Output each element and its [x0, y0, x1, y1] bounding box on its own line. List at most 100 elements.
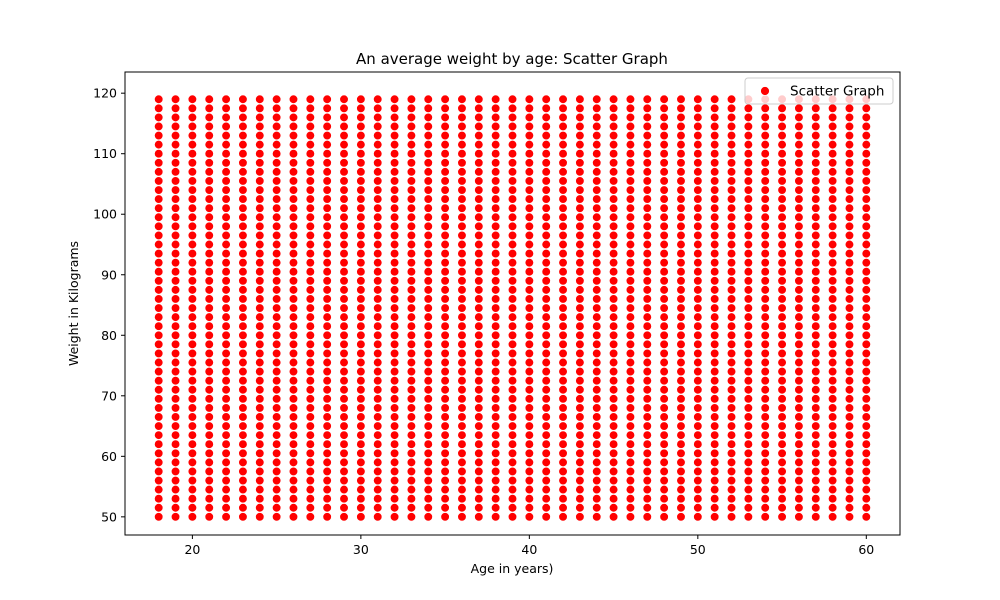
- data-point: [827, 267, 838, 277]
- data-point: [794, 176, 804, 186]
- data-point: [693, 475, 703, 486]
- data-point: [811, 239, 821, 250]
- data-point: [170, 294, 181, 304]
- data-point: [777, 376, 787, 386]
- data-point: [794, 267, 804, 277]
- data-point: [777, 158, 787, 168]
- data-point: [423, 139, 433, 150]
- data-point: [204, 457, 214, 468]
- data-point: [322, 276, 332, 286]
- data-point: [406, 103, 417, 113]
- data-point: [760, 212, 770, 222]
- data-point: [204, 258, 214, 268]
- data-point: [440, 421, 450, 431]
- data-point: [592, 221, 602, 231]
- data-point: [592, 276, 602, 286]
- data-point: [676, 357, 686, 368]
- data-point: [592, 176, 602, 186]
- data-point: [659, 448, 669, 458]
- data-point: [271, 412, 282, 422]
- data-point: [389, 212, 400, 222]
- data-point: [507, 312, 518, 322]
- data-point: [861, 303, 871, 313]
- data-point: [373, 276, 383, 286]
- data-point: [457, 258, 467, 268]
- data-point: [608, 112, 619, 123]
- data-point: [271, 303, 282, 313]
- data-point: [187, 149, 198, 159]
- data-point: [204, 484, 214, 495]
- data-point: [457, 385, 467, 395]
- data-point: [676, 239, 686, 250]
- data-point: [356, 439, 366, 449]
- data-point: [524, 294, 534, 304]
- data-point: [356, 466, 366, 477]
- data-point: [389, 403, 400, 413]
- data-point: [743, 158, 754, 168]
- data-point: [541, 484, 551, 495]
- data-point: [827, 221, 838, 231]
- data-point: [592, 376, 602, 386]
- y-tick-label: 50: [101, 509, 117, 524]
- data-point: [154, 385, 164, 395]
- data-point: [406, 230, 417, 241]
- data-point: [827, 230, 838, 241]
- data-point: [322, 176, 332, 186]
- data-point: [844, 149, 855, 159]
- data-point: [558, 230, 568, 241]
- data-point: [288, 466, 299, 477]
- data-point: [423, 212, 433, 222]
- data-point: [238, 294, 248, 304]
- data-point: [154, 512, 164, 522]
- data-point: [373, 103, 383, 113]
- data-point: [305, 158, 315, 168]
- data-point: [170, 321, 181, 331]
- data-point: [457, 112, 467, 123]
- data-point: [524, 394, 534, 404]
- data-point: [389, 466, 400, 477]
- data-point: [642, 457, 652, 468]
- data-point: [271, 212, 282, 222]
- data-point: [288, 121, 299, 132]
- data-point: [322, 403, 332, 413]
- data-point: [844, 176, 855, 186]
- data-point: [305, 258, 315, 268]
- data-point: [861, 376, 871, 386]
- data-point: [288, 484, 299, 495]
- data-point: [777, 149, 787, 159]
- data-point: [592, 475, 602, 486]
- data-point: [625, 248, 636, 259]
- data-point: [558, 258, 568, 268]
- data-point: [794, 448, 804, 458]
- data-point: [238, 258, 248, 268]
- data-point: [507, 430, 518, 440]
- data-point: [322, 376, 332, 386]
- data-point: [356, 430, 366, 440]
- data-point: [625, 130, 636, 141]
- data-point: [474, 494, 484, 504]
- data-point: [271, 512, 282, 522]
- data-point: [794, 348, 804, 359]
- data-point: [271, 121, 282, 132]
- data-point: [861, 466, 871, 477]
- data-point: [255, 448, 265, 458]
- data-point: [204, 448, 214, 458]
- data-point: [777, 167, 787, 177]
- data-point: [575, 158, 585, 168]
- data-point: [592, 121, 602, 132]
- data-point: [659, 366, 669, 377]
- data-point: [710, 285, 720, 295]
- data-point: [642, 376, 652, 386]
- data-point: [827, 194, 838, 204]
- data-point: [406, 357, 417, 368]
- data-point: [491, 176, 501, 186]
- data-point: [271, 503, 282, 513]
- data-point: [726, 185, 737, 195]
- data-point: [491, 212, 501, 222]
- data-point: [760, 376, 770, 386]
- data-point: [187, 267, 198, 277]
- legend-marker: [760, 86, 770, 96]
- data-point: [406, 475, 417, 486]
- data-point: [811, 330, 821, 340]
- data-point: [659, 167, 669, 177]
